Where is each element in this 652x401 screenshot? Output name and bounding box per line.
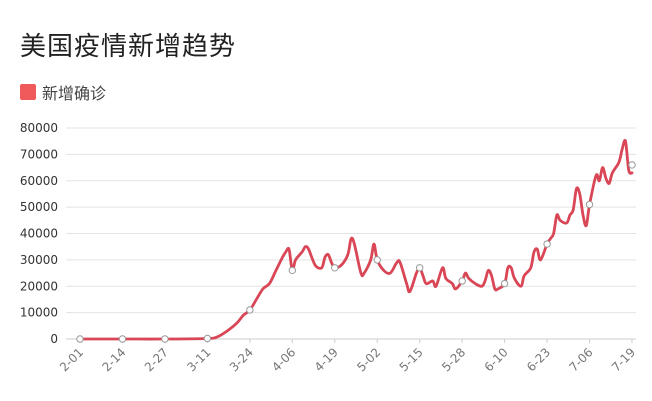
- x-tick-label: 5-02: [354, 345, 383, 374]
- data-point: [161, 335, 169, 343]
- x-tick-label: 4-19: [312, 345, 341, 374]
- legend-swatch: [20, 84, 36, 100]
- y-tick-label: 20000: [20, 279, 58, 293]
- y-tick-label: 70000: [20, 147, 58, 161]
- y-tick-label: 80000: [20, 121, 58, 135]
- data-point: [543, 240, 551, 248]
- y-tick-label: 50000: [20, 200, 58, 214]
- x-tick-label: 4-06: [269, 345, 298, 374]
- x-tick-label: 7-06: [567, 345, 596, 374]
- series-line: [78, 138, 634, 341]
- data-point: [203, 334, 212, 343]
- y-tick-label: 30000: [20, 253, 58, 267]
- x-tick-label: 5-15: [397, 345, 426, 374]
- data-point: [500, 279, 509, 288]
- x-tick-label: 2-01: [57, 345, 86, 374]
- x-tick-label: 2-27: [142, 345, 171, 374]
- data-point: [118, 335, 127, 343]
- data-point: [585, 200, 594, 209]
- data-point: [373, 256, 381, 264]
- data-point: [458, 277, 466, 285]
- x-tick-label: 5-28: [439, 345, 468, 374]
- x-tick-label: 7-19: [609, 345, 638, 374]
- chart-title: 美国疫情新增趋势: [20, 32, 237, 62]
- y-tick-label: 10000: [20, 306, 58, 320]
- x-tick-label: 6-23: [524, 345, 553, 374]
- data-point: [288, 266, 297, 275]
- x-tick-label: 2-14: [99, 345, 128, 374]
- data-point: [331, 264, 339, 272]
- y-tick-label: 60000: [20, 174, 58, 188]
- x-tick-label: 3-11: [184, 345, 213, 374]
- y-tick-label: 0: [50, 332, 58, 346]
- data-point: [415, 264, 424, 272]
- x-tick-label: 3-24: [227, 345, 256, 374]
- data-point: [628, 161, 636, 169]
- legend[interactable]: 新增确诊: [20, 80, 106, 104]
- data-point: [246, 306, 254, 314]
- y-tick-label: 40000: [20, 227, 58, 241]
- legend-label: 新增确诊: [42, 84, 107, 103]
- data-point: [76, 335, 84, 343]
- x-tick-label: 6-10: [482, 345, 511, 374]
